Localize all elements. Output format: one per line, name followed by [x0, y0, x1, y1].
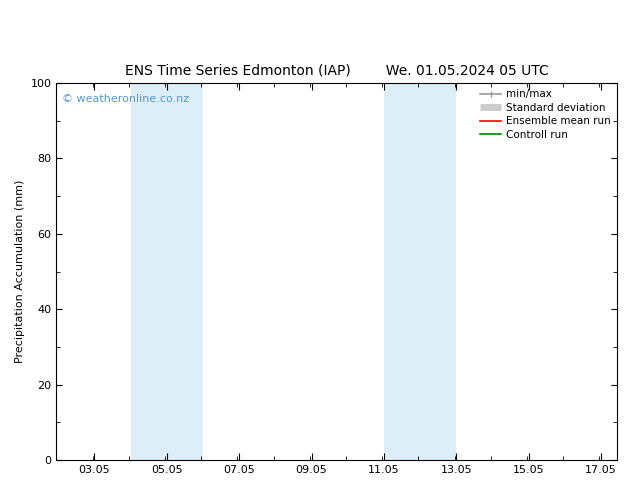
Legend: min/max, Standard deviation, Ensemble mean run, Controll run: min/max, Standard deviation, Ensemble me… [477, 86, 614, 143]
Y-axis label: Precipitation Accumulation (mm): Precipitation Accumulation (mm) [15, 180, 25, 363]
Text: © weatheronline.co.nz: © weatheronline.co.nz [62, 94, 189, 104]
Title: ENS Time Series Edmonton (IAP)        We. 01.05.2024 05 UTC: ENS Time Series Edmonton (IAP) We. 01.05… [125, 64, 549, 77]
Bar [131, 83, 203, 460]
Bar [384, 83, 456, 460]
